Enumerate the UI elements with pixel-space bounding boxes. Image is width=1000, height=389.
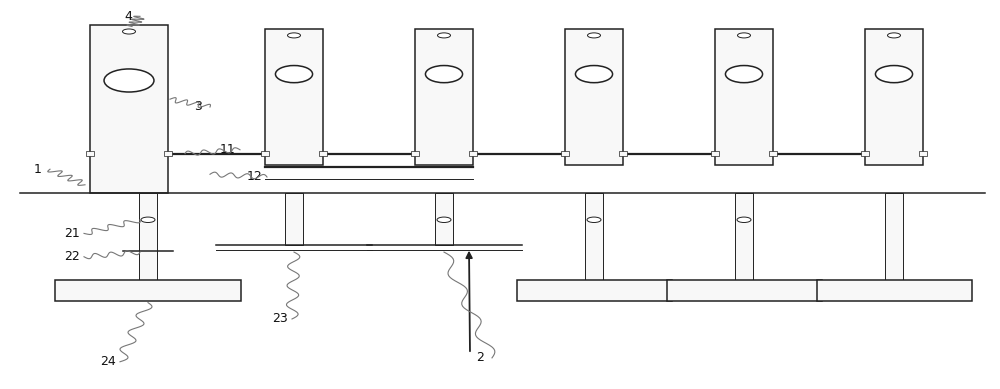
Bar [865,29,923,165]
Text: 12: 12 [247,170,263,184]
Bar [816,280,972,301]
Bar [919,151,927,156]
Bar [139,193,157,280]
Bar [666,280,822,301]
Bar [319,151,327,156]
Text: 2: 2 [476,351,484,364]
Circle shape [288,33,301,38]
Bar [711,151,719,156]
Ellipse shape [575,65,613,83]
Bar [565,29,623,165]
Bar [619,151,627,156]
Ellipse shape [725,65,763,83]
Bar [585,193,603,280]
Bar [861,151,869,156]
Bar [769,151,777,156]
Bar [435,193,453,245]
Circle shape [438,33,450,38]
Bar [561,151,569,156]
Circle shape [737,217,751,223]
Bar [261,151,269,156]
Bar [469,151,477,156]
Circle shape [738,33,750,38]
Ellipse shape [275,65,313,83]
Circle shape [122,29,136,34]
Bar [516,280,672,301]
Circle shape [437,217,451,223]
Bar [715,29,773,165]
Ellipse shape [425,65,463,83]
Bar [164,151,172,156]
Bar [55,280,240,301]
Bar [86,151,94,156]
Bar [735,193,753,280]
Text: 4: 4 [124,10,132,23]
Circle shape [588,33,600,38]
Bar [265,29,323,165]
Ellipse shape [875,65,913,83]
Bar [411,151,419,156]
Text: 23: 23 [272,312,288,326]
Bar [885,193,903,280]
Text: 21: 21 [64,227,80,240]
Circle shape [888,33,900,38]
Text: 1: 1 [34,163,42,176]
Text: 11: 11 [220,143,236,156]
Ellipse shape [104,69,154,92]
Circle shape [587,217,601,223]
Text: 22: 22 [64,250,80,263]
Bar [285,193,303,245]
Bar [90,25,168,193]
Bar [415,29,473,165]
Text: 24: 24 [100,355,116,368]
Text: 3: 3 [194,100,202,114]
Circle shape [141,217,155,223]
